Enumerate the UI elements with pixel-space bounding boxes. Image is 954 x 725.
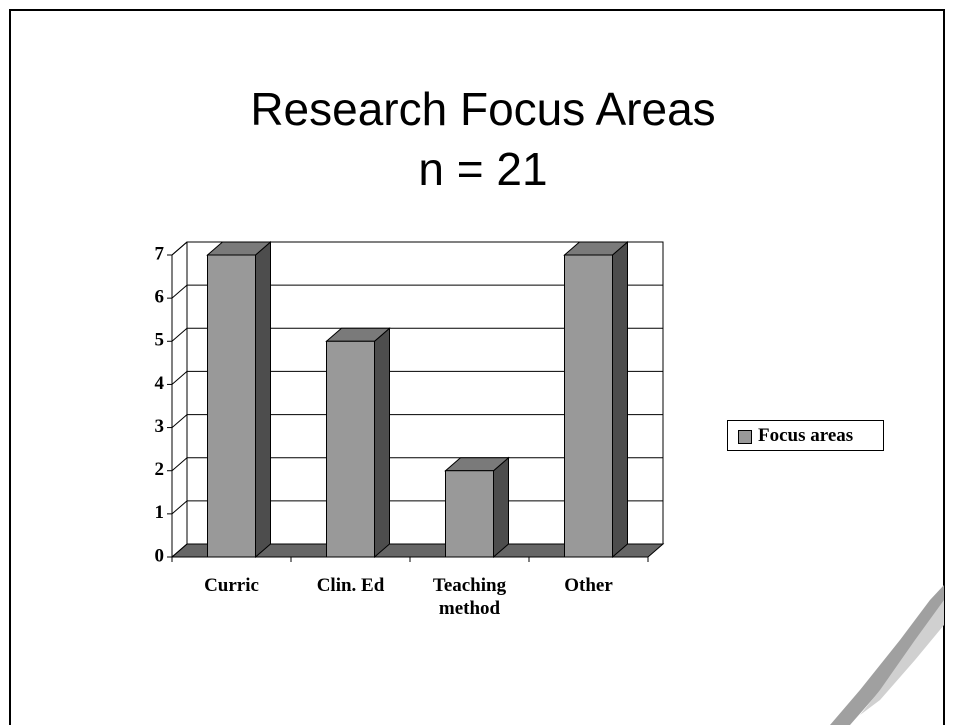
y-tick-label: 6 bbox=[155, 287, 165, 308]
x-tick-label: Other bbox=[539, 574, 639, 597]
bar bbox=[446, 471, 494, 557]
y-tick-label: 7 bbox=[155, 243, 165, 264]
bar bbox=[327, 341, 375, 557]
chart-title: Research Focus Areas bbox=[250, 83, 715, 135]
bar bbox=[565, 255, 613, 557]
x-tick-label: Teaching method bbox=[420, 574, 520, 620]
grid-depth bbox=[172, 371, 187, 384]
grid-depth bbox=[172, 415, 187, 428]
y-tick-label: 0 bbox=[155, 545, 165, 566]
bar bbox=[208, 255, 256, 557]
bar-side bbox=[613, 242, 628, 557]
bar-side bbox=[494, 458, 509, 557]
y-tick-label: 5 bbox=[155, 330, 165, 351]
decoration bbox=[830, 585, 944, 725]
y-tick-label: 1 bbox=[155, 502, 165, 523]
legend-swatch bbox=[738, 430, 752, 444]
slide: Research Focus Areas n = 21 0 1 2 3 4 5 6 7 Foc… bbox=[0, 0, 954, 725]
y-tick-label: 3 bbox=[155, 416, 165, 437]
grid-depth bbox=[172, 458, 187, 471]
grid-depth bbox=[172, 501, 187, 514]
bar-side bbox=[375, 328, 390, 557]
grid-depth bbox=[172, 285, 187, 298]
grid-depth bbox=[172, 242, 187, 255]
y-tick-label: 2 bbox=[155, 459, 165, 480]
grid-depth bbox=[172, 328, 187, 341]
legend: Focus areas bbox=[727, 420, 884, 451]
x-tick-label: Curric bbox=[182, 574, 282, 597]
bar-side bbox=[256, 242, 271, 557]
y-tick-label: 4 bbox=[155, 373, 165, 394]
x-tick-label: Clin. Ed bbox=[301, 574, 401, 597]
chart-subtitle: n = 21 bbox=[418, 143, 547, 195]
legend-label: Focus areas bbox=[758, 425, 853, 446]
